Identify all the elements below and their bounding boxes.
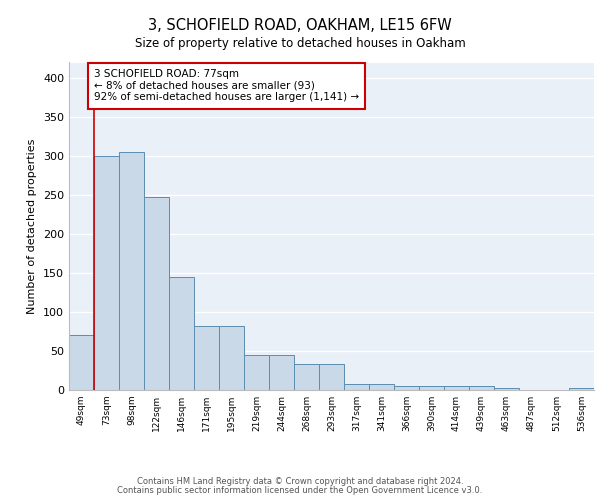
Bar [319,364,344,390]
Bar [169,277,194,390]
Bar [369,384,394,390]
Bar [444,386,469,390]
Bar [394,386,419,390]
Bar [119,152,144,390]
Text: Contains public sector information licensed under the Open Government Licence v3: Contains public sector information licen… [118,486,482,495]
Bar [269,355,294,390]
Text: Contains HM Land Registry data © Crown copyright and database right 2024.: Contains HM Land Registry data © Crown c… [137,477,463,486]
Text: Size of property relative to detached houses in Oakham: Size of property relative to detached ho… [134,38,466,51]
Bar [194,326,219,390]
Bar [244,355,269,390]
Bar [144,196,169,390]
Text: 3, SCHOFIELD ROAD, OAKHAM, LE15 6FW: 3, SCHOFIELD ROAD, OAKHAM, LE15 6FW [148,18,452,32]
Bar [494,388,519,390]
Bar [94,156,119,390]
Bar [569,388,594,390]
Y-axis label: Number of detached properties: Number of detached properties [28,138,37,314]
Bar [419,386,444,390]
Bar [69,336,94,390]
Bar [219,326,244,390]
Bar [469,386,494,390]
Bar [294,364,319,390]
Bar [344,384,369,390]
Text: 3 SCHOFIELD ROAD: 77sqm
← 8% of detached houses are smaller (93)
92% of semi-det: 3 SCHOFIELD ROAD: 77sqm ← 8% of detached… [94,70,359,102]
